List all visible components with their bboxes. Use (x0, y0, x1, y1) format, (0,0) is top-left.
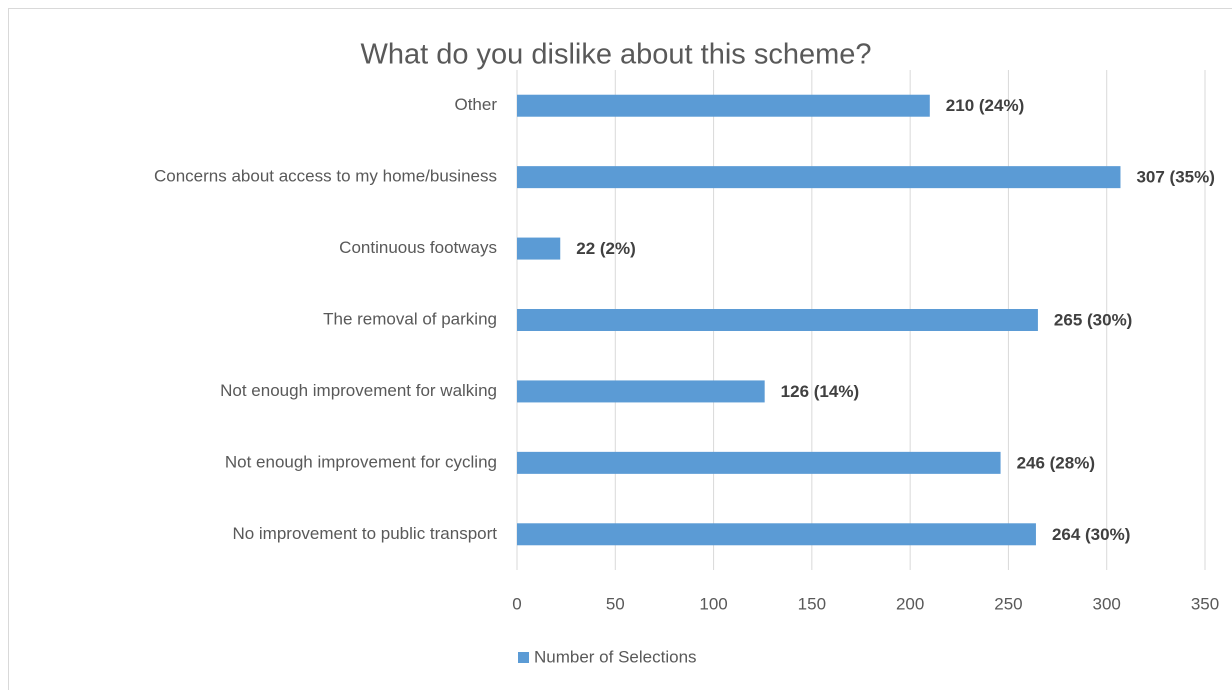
bar (517, 94, 930, 117)
y-tick-label: Other (454, 95, 497, 114)
data-label: 264 (30%) (1052, 525, 1130, 544)
data-label: 307 (35%) (1136, 168, 1214, 187)
legend-label: Number of Selections (534, 647, 697, 666)
x-tick-label: 150 (798, 594, 826, 613)
x-tick-label: 50 (606, 594, 625, 613)
y-tick-label: No improvement to public transport (232, 524, 497, 543)
y-tick-label: Not enough improvement for walking (220, 381, 497, 400)
data-label: 22 (2%) (576, 239, 636, 258)
x-tick-label: 350 (1191, 594, 1219, 613)
x-tick-label: 200 (896, 594, 924, 613)
x-tick-label: 300 (1093, 594, 1121, 613)
y-tick-label: Not enough improvement for cycling (225, 452, 497, 471)
x-tick-label: 0 (512, 594, 521, 613)
x-tick-label: 100 (699, 594, 727, 613)
x-tick-label: 250 (994, 594, 1022, 613)
bar (517, 309, 1038, 331)
bar (517, 380, 765, 403)
data-label: 246 (28%) (1017, 453, 1095, 472)
y-tick-label: Continuous footways (339, 238, 497, 257)
data-label: 210 (24%) (946, 96, 1024, 115)
y-tick-label: The removal of parking (323, 309, 497, 328)
legend-swatch (518, 652, 529, 663)
bar (517, 451, 1001, 474)
chart-title: What do you dislike about this scheme? (361, 39, 872, 71)
bar (517, 237, 561, 260)
bar (517, 523, 1036, 546)
chart-frame (8, 8, 1232, 690)
data-label: 265 (30%) (1054, 310, 1132, 329)
bar (517, 166, 1121, 189)
data-label: 126 (14%) (781, 382, 859, 401)
y-tick-label: Concerns about access to my home/busines… (154, 167, 497, 186)
